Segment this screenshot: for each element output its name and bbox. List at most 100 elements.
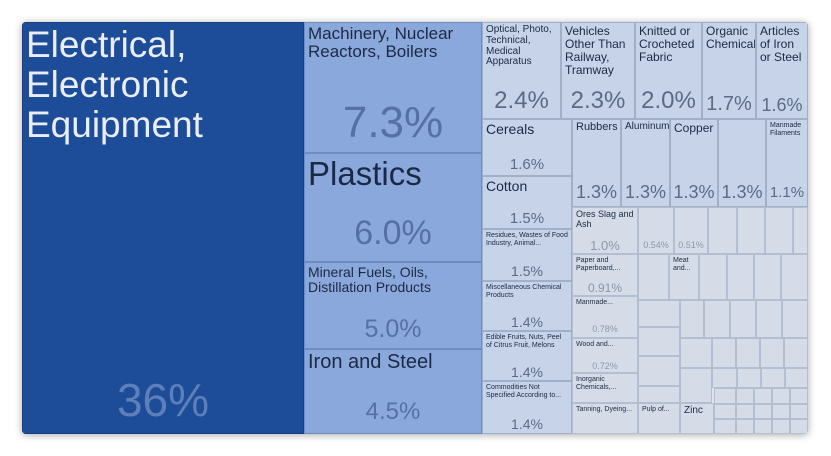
treemap-cell-small[interactable] <box>760 338 784 368</box>
treemap-cell-percent: 1.6% <box>761 95 803 115</box>
treemap-cell[interactable]: Commodities Not Specified According to..… <box>482 381 572 434</box>
treemap-cell-small[interactable] <box>785 368 808 388</box>
treemap-cell-small[interactable] <box>638 386 680 403</box>
treemap-cell-name: Machinery, Nuclear Reactors, Boilers <box>308 24 454 62</box>
treemap-cell-small[interactable] <box>727 254 754 300</box>
treemap-cell[interactable]: Knitted or Crocheted Fabric 2.0% <box>635 22 702 119</box>
treemap-cell-small[interactable] <box>754 419 772 434</box>
treemap-cell-percent: 1.3% <box>624 182 667 202</box>
treemap-cell-small[interactable] <box>756 300 782 338</box>
treemap-cell[interactable]: Iron and Steel 4.5% <box>304 349 482 434</box>
treemap-cell-small[interactable] <box>712 338 736 368</box>
treemap-cell-small[interactable] <box>790 419 808 434</box>
treemap-cell-percent: 0.78% <box>592 324 618 334</box>
treemap-cell[interactable]: 1.3% <box>718 119 766 207</box>
treemap-cell-name: Knitted or Crocheted Fabric <box>639 24 695 64</box>
treemap-cell-small[interactable] <box>714 404 736 419</box>
treemap-cell[interactable]: 0.54% <box>638 207 674 254</box>
treemap-cell[interactable]: Inorganic Chemicals,... <box>572 373 638 403</box>
treemap-cell[interactable]: Rubbers 1.3% <box>572 119 621 207</box>
treemap-cell-name: Aluminum <box>625 121 670 132</box>
treemap-cell-small[interactable] <box>708 207 737 254</box>
treemap-cell[interactable]: Cotton 1.5% <box>482 176 572 229</box>
treemap-cell[interactable]: Tanning, Dyeing... <box>572 403 638 434</box>
treemap-cell-small[interactable] <box>736 404 754 419</box>
treemap-cell[interactable]: Ores Slag and Ash 1.0% <box>572 207 638 254</box>
treemap-cell-small[interactable] <box>680 338 712 368</box>
treemap-cell-small[interactable] <box>793 207 808 254</box>
treemap-cell-small[interactable] <box>772 388 790 404</box>
treemap-cell-small[interactable] <box>704 300 730 338</box>
treemap-cell[interactable]: Vehicles Other Than Railway, Tramway 2.3% <box>561 22 635 119</box>
treemap-cell-small[interactable] <box>714 388 736 404</box>
treemap-cell[interactable]: Residues, Wastes of Food Industry, Anima… <box>482 229 572 281</box>
treemap-cell-small[interactable] <box>754 254 781 300</box>
treemap-cell[interactable]: Aluminum 1.3% <box>621 119 670 207</box>
treemap-cell-percent: 1.5% <box>511 263 543 279</box>
treemap-cell-small[interactable] <box>638 356 680 386</box>
treemap-cell-small[interactable] <box>782 300 808 338</box>
treemap-cell-percent: 2.0% <box>641 87 696 114</box>
treemap-cell[interactable]: Meat and... <box>669 254 699 300</box>
treemap-cell-name: Cereals <box>486 121 535 137</box>
treemap-cell[interactable]: Manmade... 0.78% <box>572 296 638 338</box>
treemap-cell[interactable]: Machinery, Nuclear Reactors, Boilers 7.3% <box>304 22 482 153</box>
treemap-cell-name: Organic Chemicals <box>706 24 756 51</box>
treemap-cell-small[interactable] <box>736 338 760 368</box>
treemap-cell-small[interactable] <box>638 254 669 300</box>
treemap-cell[interactable]: Manmade Filaments 1.1% <box>766 119 808 207</box>
treemap-cell-name: Pulp of... <box>642 406 670 413</box>
treemap-cell-small[interactable] <box>790 404 808 419</box>
treemap-cell[interactable]: Organic Chemicals 1.7% <box>702 22 756 119</box>
treemap-cell-small[interactable] <box>790 388 808 404</box>
treemap-cell-small[interactable] <box>784 338 808 368</box>
treemap-cell-name: Paper and Paperboard,... <box>576 257 621 272</box>
treemap-cell-small[interactable] <box>699 254 727 300</box>
treemap-cell-small[interactable] <box>638 327 680 356</box>
treemap-cell-percent: 1.3% <box>673 182 715 202</box>
treemap-cell-small[interactable] <box>772 404 790 419</box>
treemap-cell[interactable]: Mineral Fuels, Oils, Distillation Produc… <box>304 262 482 349</box>
treemap-cell-percent: 1.6% <box>509 156 545 173</box>
treemap-cell[interactable]: Copper 1.3% <box>670 119 718 207</box>
treemap-cell-name: Wood and... <box>576 341 614 348</box>
treemap-cell[interactable]: Plastics 6.0% <box>304 153 482 262</box>
treemap-cell-name: Iron and Steel <box>308 351 433 373</box>
treemap-cell[interactable]: Electrical, Electronic Equipment 36% <box>22 22 304 434</box>
treemap-cell[interactable]: Cereals 1.6% <box>482 119 572 176</box>
treemap-cell-small[interactable] <box>765 207 793 254</box>
treemap-cell-small[interactable] <box>772 419 790 434</box>
treemap-cell-small[interactable] <box>680 300 704 338</box>
treemap-cell-small[interactable] <box>736 388 754 404</box>
treemap-cell-small[interactable] <box>754 404 772 419</box>
treemap-cell-small[interactable] <box>680 368 712 403</box>
treemap-cell-percent: 4.5% <box>365 398 421 425</box>
treemap-cell[interactable]: Paper and Paperboard,... 0.91% <box>572 254 638 296</box>
treemap-cell-name: Copper <box>674 121 714 135</box>
treemap-cell[interactable]: Pulp of... <box>638 403 680 434</box>
treemap-cell-small[interactable] <box>761 368 785 388</box>
treemap-cell-name: Ores Slag and Ash <box>576 209 634 229</box>
treemap-cell-small[interactable] <box>737 368 761 388</box>
treemap-cell-small[interactable] <box>737 207 765 254</box>
treemap-cell-name: Miscellaneous Chemical Products <box>486 284 562 299</box>
treemap-cell[interactable]: Wood and... 0.72% <box>572 338 638 373</box>
treemap-cell-small[interactable] <box>736 419 754 434</box>
treemap-cell[interactable]: Edible Fruits, Nuts, Peel of Citrus Frui… <box>482 331 572 381</box>
treemap-cell[interactable]: Articles of Iron or Steel 1.6% <box>756 22 808 119</box>
treemap-cell[interactable]: Miscellaneous Chemical Products 1.4% <box>482 281 572 331</box>
treemap-cell-small[interactable] <box>712 368 737 388</box>
treemap-cell[interactable]: Optical, Photo, Technical, Medical Appar… <box>482 22 561 119</box>
treemap-chart: Electrical, Electronic Equipment 36% Machi… <box>22 22 808 434</box>
treemap-cell-small[interactable] <box>730 300 756 338</box>
treemap-cell-small[interactable] <box>638 300 680 327</box>
treemap-cell[interactable]: Zinc <box>680 403 714 434</box>
treemap-cell-small[interactable] <box>754 388 772 404</box>
treemap-cell[interactable]: 0.51% <box>674 207 708 254</box>
treemap-cell-name: Rubbers <box>576 121 618 133</box>
treemap-cell-small[interactable] <box>781 254 808 300</box>
treemap-cell-small[interactable] <box>714 419 736 434</box>
treemap-cell-percent: 0.91% <box>587 281 623 295</box>
treemap-cell-percent: 1.5% <box>509 210 545 227</box>
treemap-cell-name: Electrical, Electronic Equipment <box>26 24 203 145</box>
